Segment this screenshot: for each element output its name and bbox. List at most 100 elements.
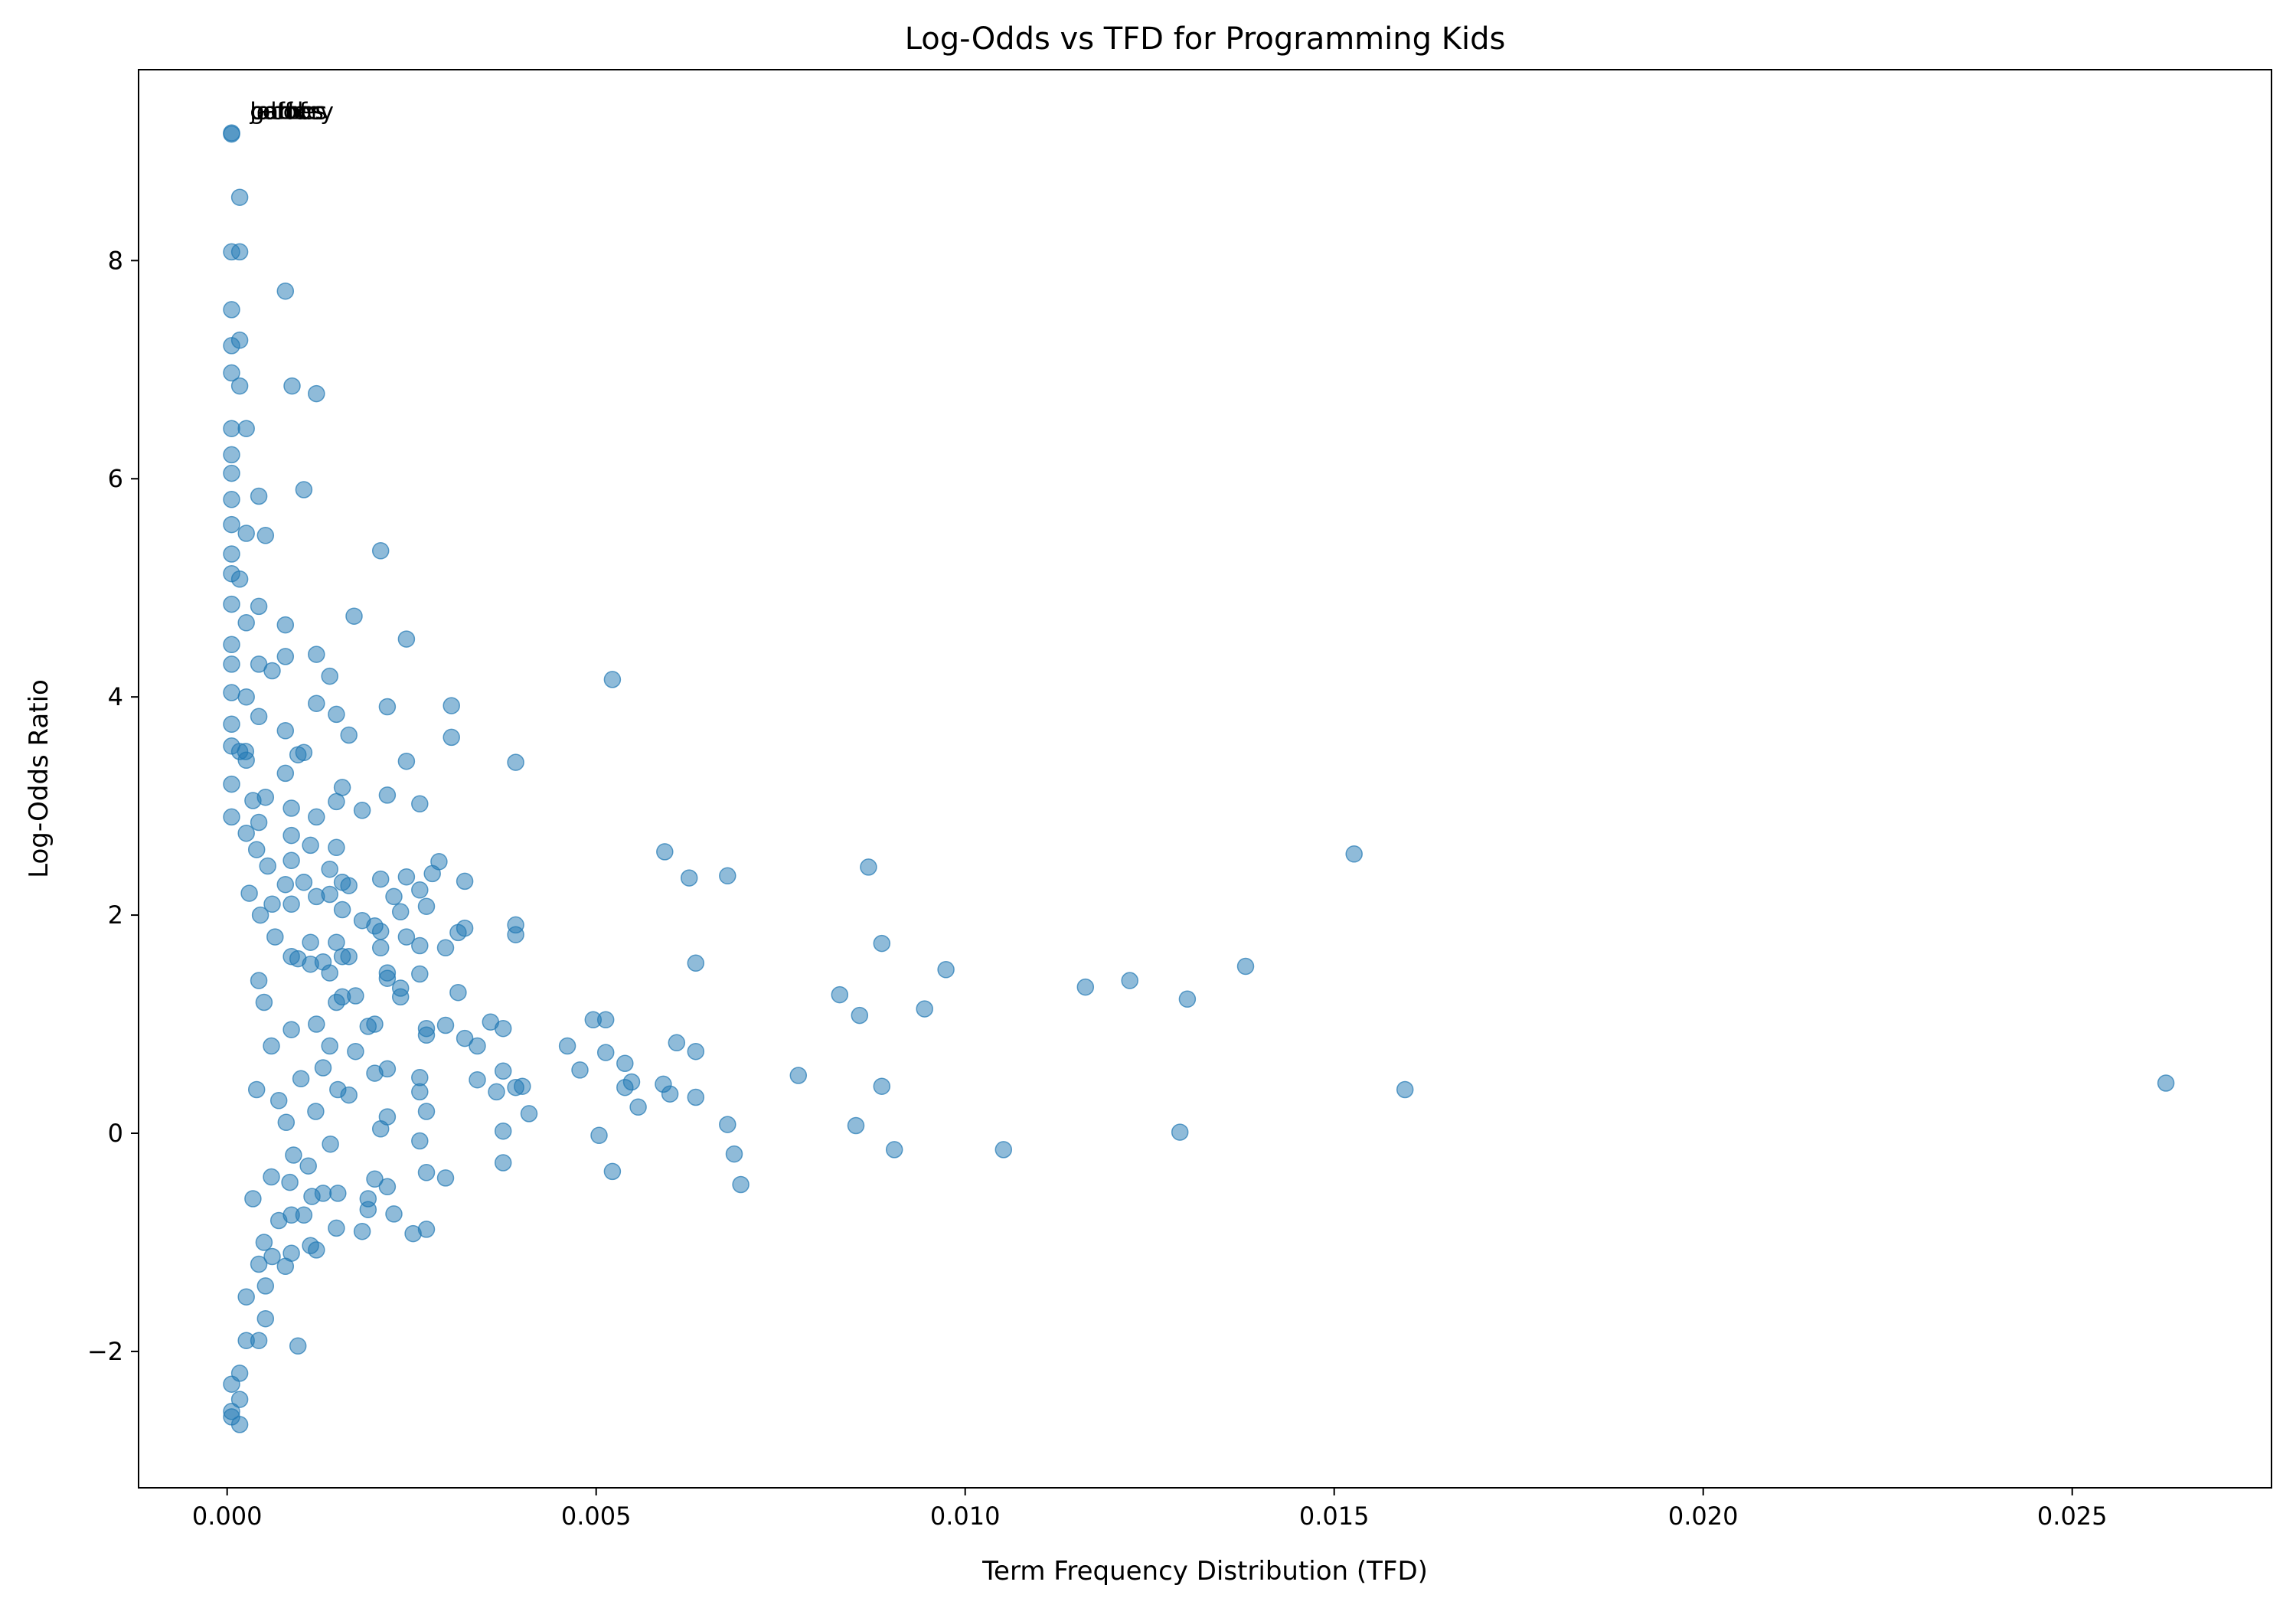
- y-tick-label-5: 8: [108, 246, 123, 275]
- data-point-72: [283, 826, 300, 845]
- x-tick-label-5: 0.025: [2037, 1502, 2108, 1531]
- data-point-57: [397, 752, 416, 770]
- data-point-96: [283, 895, 300, 913]
- data-point-209: [289, 1337, 307, 1355]
- data-point-164: [2157, 1074, 2175, 1092]
- data-point-132: [391, 988, 410, 1006]
- data-point-27: [223, 595, 240, 613]
- data-point-136: [596, 1011, 615, 1029]
- data-point-14: [237, 420, 255, 437]
- data-point-24: [371, 542, 390, 560]
- data-point-112: [411, 936, 429, 955]
- data-point-199: [295, 1206, 313, 1224]
- data-point-121: [411, 965, 429, 983]
- data-point-92: [385, 887, 403, 906]
- data-point-170: [629, 1098, 647, 1116]
- data-point-219: [283, 947, 300, 966]
- data-point-238: [329, 1185, 347, 1202]
- data-point-88: [276, 875, 295, 894]
- data-point-218: [333, 947, 351, 966]
- data-point-168: [661, 1085, 679, 1103]
- data-point-227: [314, 1059, 332, 1077]
- data-point-217: [223, 1408, 240, 1426]
- data-point-18: [250, 487, 268, 505]
- y-tick-label-0: −2: [87, 1337, 123, 1366]
- scatter-points: [223, 124, 2175, 1433]
- data-point-192: [385, 1205, 403, 1223]
- data-point-206: [256, 1277, 275, 1295]
- data-point-253: [263, 1037, 280, 1055]
- data-point-186: [603, 1162, 622, 1181]
- data-point-184: [494, 1154, 512, 1172]
- data-point-64: [328, 793, 345, 811]
- data-point-240: [303, 1188, 321, 1205]
- data-point-98: [417, 897, 436, 915]
- data-point-58: [507, 753, 524, 771]
- data-point-169: [687, 1088, 705, 1106]
- data-point-6: [276, 282, 295, 300]
- data-point-38: [263, 662, 281, 680]
- data-point-233: [277, 1113, 296, 1132]
- data-point-60: [223, 775, 240, 793]
- data-point-248: [247, 841, 266, 858]
- data-point-207: [237, 1288, 255, 1306]
- data-point-26: [230, 570, 249, 588]
- data-point-230: [269, 1092, 288, 1110]
- data-point-174: [719, 1116, 736, 1133]
- data-point-17: [295, 481, 313, 498]
- data-point-28: [250, 597, 268, 616]
- data-point-134: [851, 1006, 869, 1025]
- annotation-2: battery: [250, 99, 335, 126]
- data-point-106: [371, 923, 390, 940]
- data-point-55: [295, 744, 313, 762]
- data-point-67: [353, 802, 371, 819]
- data-point-187: [436, 1169, 455, 1187]
- x-tick-label-2: 0.010: [930, 1502, 1001, 1531]
- data-point-107: [397, 928, 416, 946]
- data-point-78: [860, 858, 877, 876]
- data-point-247: [259, 857, 276, 875]
- data-point-68: [223, 808, 240, 826]
- data-point-214: [230, 1391, 249, 1408]
- data-point-142: [366, 1015, 384, 1033]
- data-point-235: [285, 1146, 302, 1164]
- data-point-179: [590, 1126, 608, 1145]
- x-tick-label-3: 0.015: [1299, 1502, 1370, 1531]
- annotation-3: games: [250, 99, 328, 126]
- data-point-182: [994, 1141, 1013, 1159]
- data-point-42: [237, 688, 255, 706]
- data-point-30: [276, 616, 295, 634]
- data-point-48: [223, 715, 240, 734]
- data-point-153: [789, 1067, 808, 1084]
- data-point-40: [603, 671, 622, 688]
- data-point-51: [443, 728, 460, 747]
- data-point-204: [250, 1255, 268, 1273]
- annotation-1: coffee: [250, 99, 321, 126]
- data-point-205: [276, 1257, 295, 1276]
- data-point-97: [333, 900, 351, 919]
- data-point-183: [725, 1145, 743, 1163]
- data-point-32: [397, 630, 416, 648]
- data-point-254: [247, 1080, 266, 1099]
- data-point-29: [237, 614, 255, 632]
- annotation-4: jacobs: [250, 99, 324, 126]
- data-point-15: [223, 446, 240, 464]
- data-point-104: [449, 923, 467, 942]
- data-point-113: [371, 939, 390, 957]
- data-point-95: [391, 903, 410, 921]
- x-axis-ticks: 0.000 0.005 0.010 0.015 0.020 0.025: [192, 1488, 2108, 1531]
- data-point-71: [237, 824, 255, 842]
- data-point-150: [616, 1054, 634, 1073]
- data-point-242: [269, 1211, 288, 1230]
- data-point-108: [873, 934, 891, 953]
- data-point-185: [417, 1164, 436, 1181]
- data-point-117: [687, 954, 705, 972]
- data-point-16: [223, 464, 240, 482]
- data-point-2: [230, 188, 249, 206]
- data-point-99: [263, 895, 281, 913]
- data-point-190: [378, 1178, 397, 1196]
- data-point-49: [276, 722, 295, 740]
- data-point-5: [223, 301, 240, 319]
- data-point-89: [295, 874, 313, 891]
- data-point-147: [668, 1034, 686, 1052]
